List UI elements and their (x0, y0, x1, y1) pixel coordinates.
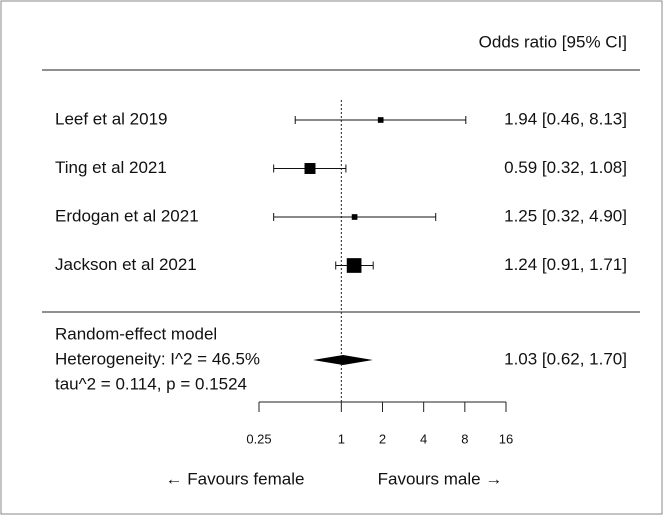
summary-diamond (312, 355, 373, 365)
summary-text: tau^2 = 0.114, p = 0.1524 (55, 374, 247, 393)
study-square (377, 117, 384, 123)
x-tick-label: 1 (338, 431, 345, 446)
study-square (304, 163, 316, 174)
x-tick-label: 0.25 (246, 431, 271, 446)
header: Odds ratio [95% CI] (479, 32, 627, 51)
study-estimate-label: 0.59 [0.32, 1.08] (504, 158, 627, 177)
summary-text: Random-effect model (55, 324, 217, 343)
study-name: Erdogan et al 2021 (55, 206, 199, 225)
study-estimate-label: 1.25 [0.32, 4.90] (504, 206, 627, 225)
x-tick-label: 8 (461, 431, 468, 446)
summary-text: Heterogeneity: I^2 = 46.5% (55, 349, 260, 368)
study-name: Ting et al 2021 (55, 158, 167, 177)
study-square (346, 258, 362, 273)
study-name: Jackson et al 2021 (55, 255, 197, 274)
x-tick-label: 16 (499, 431, 513, 446)
left-label: ← Favours female (166, 469, 305, 488)
study-estimate-label: 1.94 [0.46, 8.13] (504, 109, 627, 128)
right-label: Favours male → (378, 469, 503, 488)
study-name: Leef et al 2019 (55, 109, 167, 128)
study-square (351, 214, 358, 220)
study-estimate-label: 1.24 [0.91, 1.71] (504, 255, 627, 274)
x-tick-label: 4 (420, 431, 427, 446)
x-tick-label: 2 (379, 431, 386, 446)
summary-estimate-label: 1.03 [0.62, 1.70] (504, 349, 627, 368)
